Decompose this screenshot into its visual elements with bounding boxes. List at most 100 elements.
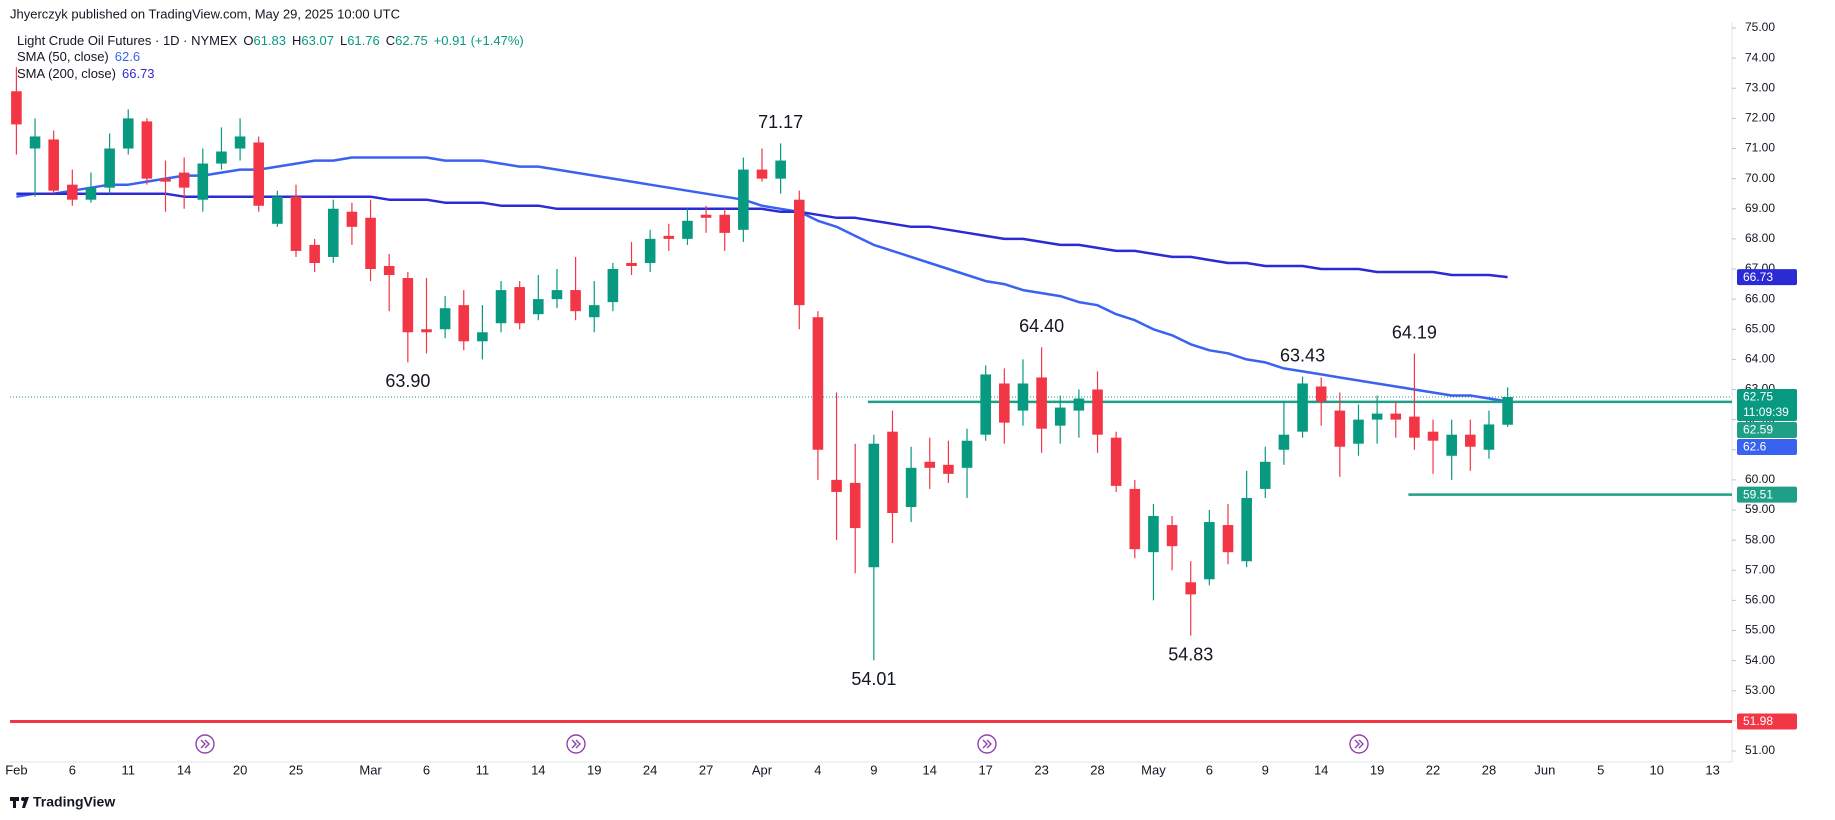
candle-body	[849, 482, 861, 529]
candle-body	[663, 235, 675, 239]
price-badge	[1737, 389, 1797, 422]
candle-body	[1297, 383, 1308, 432]
text-part: SMA (50, close)	[17, 49, 109, 64]
event-icons[interactable]	[195, 734, 1369, 754]
event-icon[interactable]	[566, 734, 586, 754]
price-badge	[1737, 439, 1797, 456]
candle-body	[495, 290, 507, 324]
x-tick-label: 13	[1705, 762, 1719, 777]
candle-body	[216, 151, 227, 164]
candle-body	[160, 178, 171, 182]
candle-body	[644, 238, 656, 263]
x-tick-label: 25	[289, 762, 303, 777]
candle-body	[1259, 461, 1271, 489]
y-tick-label: 75.00	[1745, 20, 1775, 34]
candle-body	[943, 464, 954, 474]
candle-body	[887, 431, 898, 514]
event-icon[interactable]	[195, 734, 215, 754]
text-part: 66.73	[122, 66, 155, 81]
x-tick-label: 28	[1482, 762, 1496, 777]
text-part: O	[243, 33, 253, 48]
countdown: 11:09:39	[1743, 405, 1789, 419]
text-part: 62.6	[115, 49, 140, 64]
price-annotation: 71.17	[758, 112, 803, 132]
candle-body	[1315, 386, 1327, 402]
candle-body	[1129, 488, 1141, 550]
x-tick-label: 9	[1262, 762, 1269, 777]
candle-body	[980, 374, 991, 435]
candle-body	[812, 317, 824, 450]
y-tick-label: 57.00	[1745, 562, 1775, 576]
candle-body	[1390, 413, 1402, 420]
x-tick-label: 17	[978, 762, 992, 777]
y-tick-label: 73.00	[1745, 80, 1775, 94]
sma-line	[16, 156, 1508, 403]
y-tick-label: 60.00	[1745, 472, 1775, 486]
price-annotation: 63.90	[385, 371, 430, 391]
candle-body	[1073, 398, 1085, 411]
x-tick-label: 14	[531, 762, 545, 777]
candle-body	[1036, 377, 1047, 429]
candle-body	[905, 467, 917, 507]
x-tick-label: 23	[1034, 762, 1048, 777]
price-annotation: 63.43	[1280, 345, 1325, 365]
text-part: C	[386, 33, 395, 48]
price-badge-label: 62.6	[1743, 440, 1767, 454]
candle-body	[1148, 516, 1159, 553]
candle-body	[1204, 522, 1215, 580]
y-tick-label: 70.00	[1745, 171, 1775, 185]
candle-body	[961, 440, 973, 468]
price-badge-label: 62.59	[1743, 423, 1773, 437]
text-part: Light Crude Oil Futures · 1D · NYMEX	[17, 33, 238, 48]
candle-body	[48, 139, 59, 191]
y-tick-label: 72.00	[1745, 111, 1775, 125]
text-part: (+1.47%)	[471, 33, 524, 48]
candle-body	[682, 220, 693, 239]
candle-body	[29, 136, 41, 149]
candle-body	[290, 196, 302, 251]
candle-body	[1353, 419, 1364, 444]
candle-body	[272, 196, 283, 224]
brand-logo	[10, 797, 29, 808]
candle-body	[1502, 397, 1513, 425]
candle-body	[1017, 383, 1029, 411]
event-icon[interactable]	[1349, 734, 1369, 754]
x-tick-label: 4	[814, 762, 821, 777]
y-tick-label: 74.00	[1745, 50, 1775, 64]
candle-body	[178, 172, 190, 188]
price-annotation: 54.01	[851, 669, 896, 689]
x-tick-label: 9	[870, 762, 877, 777]
candle-body	[551, 290, 563, 300]
y-tick-label: 55.00	[1745, 623, 1775, 637]
candle-body	[775, 160, 786, 179]
y-tick-label: 56.00	[1745, 593, 1775, 607]
x-tick-label: 6	[1206, 762, 1213, 777]
candle-body	[588, 305, 600, 318]
x-tick-label: 14	[1314, 762, 1328, 777]
text-part: 61.83	[253, 33, 286, 48]
candle-body	[1054, 407, 1066, 426]
x-tick-label: 19	[587, 762, 601, 777]
candle-body	[365, 217, 376, 269]
candle-body	[458, 305, 470, 342]
text-part: +0.91	[434, 33, 467, 48]
price-badge-label: 59.51	[1743, 487, 1773, 501]
candle-body	[1092, 389, 1103, 435]
sma-line	[16, 192, 1508, 279]
price-badge	[1737, 422, 1797, 439]
x-tick-label: 6	[423, 762, 430, 777]
event-icon[interactable]	[977, 734, 997, 754]
x-tick-label: 11	[121, 762, 135, 777]
x-tick-label: 19	[1370, 762, 1384, 777]
candle-body	[793, 199, 805, 306]
candle-body	[868, 443, 880, 568]
candle-body	[234, 136, 246, 149]
publisher-line: Jhyerczyk published on TradingView.com, …	[10, 6, 400, 21]
candle-body	[402, 278, 414, 333]
y-tick-label: 65.00	[1745, 321, 1775, 335]
text-part: L	[340, 33, 347, 48]
price-badge-label: 51.98	[1743, 714, 1773, 728]
candle-body	[253, 142, 265, 206]
